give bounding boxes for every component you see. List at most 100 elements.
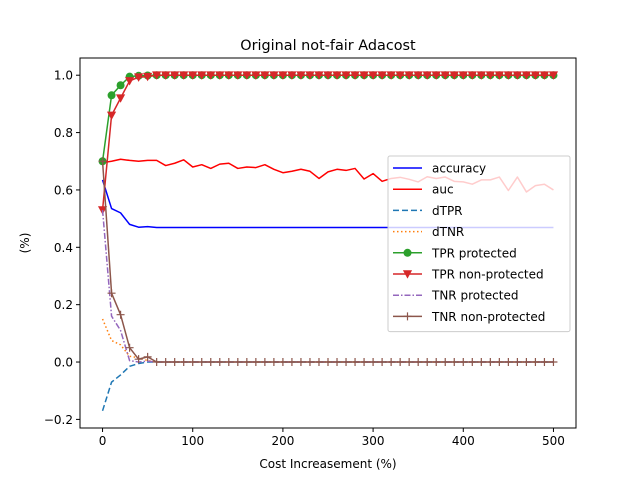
legend-item: auc xyxy=(393,183,454,197)
x-tick-label: 100 xyxy=(181,434,204,448)
data-point xyxy=(305,71,315,80)
series-layer xyxy=(97,71,559,412)
data-point xyxy=(440,71,450,80)
x-tick-label: 300 xyxy=(362,434,385,448)
data-point xyxy=(477,358,486,367)
legend-item: dTPR xyxy=(393,204,463,218)
data-point xyxy=(314,358,323,367)
data-point xyxy=(350,71,360,80)
plot-frame xyxy=(79,57,577,429)
data-point xyxy=(170,71,180,80)
y-tick-label: −0.2 xyxy=(44,413,73,427)
data-point xyxy=(287,71,297,80)
data-point xyxy=(396,358,405,367)
x-tick-label: 0 xyxy=(99,434,107,448)
data-point xyxy=(251,358,260,367)
data-point xyxy=(233,71,243,80)
y-axis-label: (%) xyxy=(18,233,32,254)
data-point xyxy=(296,358,305,367)
data-point xyxy=(170,358,179,367)
data-point xyxy=(179,71,189,80)
legend-marker xyxy=(402,270,413,279)
data-point xyxy=(377,71,387,80)
data-point xyxy=(115,94,126,103)
data-point xyxy=(125,77,135,86)
data-point xyxy=(287,358,296,367)
data-point xyxy=(116,310,125,319)
data-point xyxy=(359,71,369,80)
data-point xyxy=(405,358,414,367)
y-tick-label: 0.4 xyxy=(54,241,73,255)
data-point xyxy=(549,358,558,367)
data-point xyxy=(242,358,251,367)
y-tick-label: 0.8 xyxy=(54,126,73,140)
data-point xyxy=(269,71,279,80)
data-point xyxy=(269,358,278,367)
data-point xyxy=(143,72,153,82)
data-point xyxy=(260,358,269,367)
legend-label: TNR non-protected xyxy=(431,310,545,324)
data-point xyxy=(161,358,170,367)
data-point xyxy=(305,358,314,367)
data-point xyxy=(449,71,459,80)
data-point xyxy=(351,358,360,367)
data-point xyxy=(224,71,234,80)
data-point xyxy=(495,358,504,367)
data-point xyxy=(369,358,378,367)
data-point xyxy=(134,355,143,364)
data-point xyxy=(368,71,378,80)
data-point xyxy=(494,71,504,80)
legend-item: TNR protected xyxy=(393,289,518,303)
data-point xyxy=(332,71,342,80)
data-point xyxy=(441,358,450,367)
data-point xyxy=(278,71,288,80)
data-point xyxy=(387,358,396,367)
legend-label: TNR protected xyxy=(431,289,518,303)
data-point xyxy=(521,71,531,80)
x-axis-label: Cost Increasement (%) xyxy=(259,457,396,471)
data-point xyxy=(197,71,207,80)
data-point xyxy=(504,358,513,367)
data-point xyxy=(467,71,477,80)
data-point xyxy=(423,358,432,367)
data-point xyxy=(323,71,333,80)
data-point xyxy=(197,358,206,367)
data-point xyxy=(413,71,423,80)
legend-label: TPR non-protected xyxy=(431,268,544,282)
data-point xyxy=(530,71,541,80)
legend-marker xyxy=(403,248,412,257)
data-point xyxy=(342,358,351,367)
data-point xyxy=(513,358,522,367)
data-point xyxy=(450,358,459,367)
data-point xyxy=(476,71,486,80)
x-axis: 0 100 200 300 400 500 xyxy=(99,428,565,448)
data-point xyxy=(458,71,468,80)
data-point xyxy=(278,358,287,367)
legend-label: auc xyxy=(432,183,454,197)
data-point xyxy=(206,71,216,80)
data-point xyxy=(215,358,224,367)
data-point xyxy=(188,358,197,367)
y-tick-label: 0.0 xyxy=(54,356,73,370)
data-point xyxy=(161,71,171,80)
data-point xyxy=(242,71,252,80)
data-point xyxy=(233,358,242,367)
x-tick-label: 200 xyxy=(271,434,294,448)
data-point xyxy=(486,358,495,367)
legend-label: TPR protected xyxy=(431,246,517,260)
data-point xyxy=(107,289,116,298)
data-point xyxy=(296,71,306,80)
data-point xyxy=(503,71,513,80)
legend-box xyxy=(387,155,571,333)
data-point xyxy=(360,358,369,367)
data-point xyxy=(152,71,162,80)
data-point xyxy=(179,358,188,367)
data-point xyxy=(333,358,342,367)
data-point xyxy=(116,81,125,90)
data-point xyxy=(324,358,332,367)
data-point xyxy=(548,71,559,80)
y-tick-label: 1.0 xyxy=(54,69,73,83)
chart-title: Original not-fair Adacost xyxy=(240,38,416,54)
data-point xyxy=(341,71,351,80)
series-tpr-non-protected xyxy=(97,71,559,215)
